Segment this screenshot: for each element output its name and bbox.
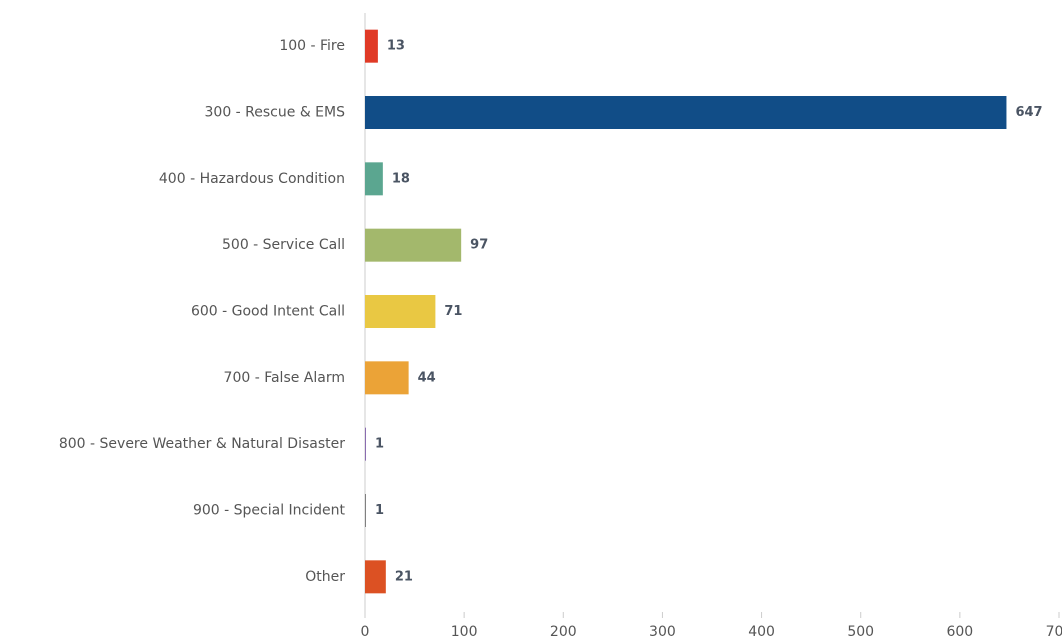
value-label: 21 bbox=[395, 569, 413, 584]
bar bbox=[365, 494, 366, 527]
bar bbox=[365, 427, 366, 461]
bar bbox=[365, 228, 462, 262]
y-tick-label: 700 - False Alarm bbox=[224, 370, 345, 386]
bar bbox=[365, 295, 436, 328]
x-tick-label: 300 bbox=[649, 624, 676, 640]
y-tick-label: 400 - Hazardous Condition bbox=[159, 171, 345, 187]
y-tick-label: 600 - Good Intent Call bbox=[191, 304, 345, 320]
x-tick-label: 500 bbox=[847, 624, 874, 640]
x-tick-label: 0 bbox=[361, 624, 370, 640]
x-tick-label: 600 bbox=[946, 624, 973, 640]
value-label: 13 bbox=[387, 39, 405, 54]
bar bbox=[365, 96, 1007, 129]
value-label: 1 bbox=[375, 503, 384, 518]
y-tick-label: 800 - Severe Weather & Natural Disaster bbox=[59, 436, 345, 452]
x-tick-label: 400 bbox=[748, 624, 775, 640]
value-label: 44 bbox=[418, 370, 436, 385]
x-tick-label: 700 bbox=[1046, 624, 1062, 640]
x-tick-label: 200 bbox=[550, 624, 577, 640]
bar bbox=[365, 29, 378, 63]
y-tick-label: Other bbox=[305, 569, 345, 585]
bar bbox=[365, 162, 383, 196]
value-label: 71 bbox=[444, 304, 462, 319]
y-tick-label: 100 - Fire bbox=[279, 38, 345, 54]
value-label: 647 bbox=[1015, 105, 1042, 120]
value-label: 97 bbox=[470, 238, 488, 253]
x-tick-label: 100 bbox=[451, 624, 478, 640]
bar bbox=[365, 560, 386, 594]
value-label: 18 bbox=[392, 171, 410, 186]
y-tick-label: 300 - Rescue & EMS bbox=[205, 105, 346, 121]
y-tick-label: 500 - Service Call bbox=[222, 237, 345, 253]
value-label: 1 bbox=[375, 437, 384, 452]
y-tick-label: 900 - Special Incident bbox=[193, 503, 346, 519]
bar bbox=[365, 361, 409, 395]
